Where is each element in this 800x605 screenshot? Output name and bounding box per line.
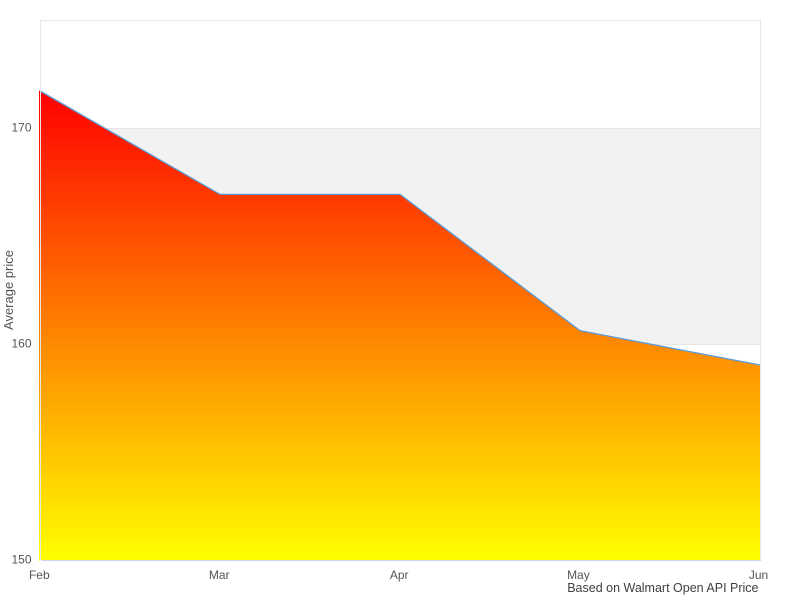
svg-text:Feb: Feb (29, 568, 50, 582)
svg-text:May: May (567, 568, 590, 582)
svg-text:Average price: Average price (1, 250, 16, 330)
svg-text:Mar: Mar (209, 568, 230, 582)
svg-text:Apr: Apr (390, 568, 409, 582)
svg-text:170: 170 (11, 120, 31, 134)
svg-text:150: 150 (11, 553, 31, 567)
svg-text:160: 160 (11, 336, 31, 350)
svg-text:Jun: Jun (749, 568, 768, 582)
svg-text:Based on Walmart Open API Pric: Based on Walmart Open API Price (567, 581, 758, 595)
